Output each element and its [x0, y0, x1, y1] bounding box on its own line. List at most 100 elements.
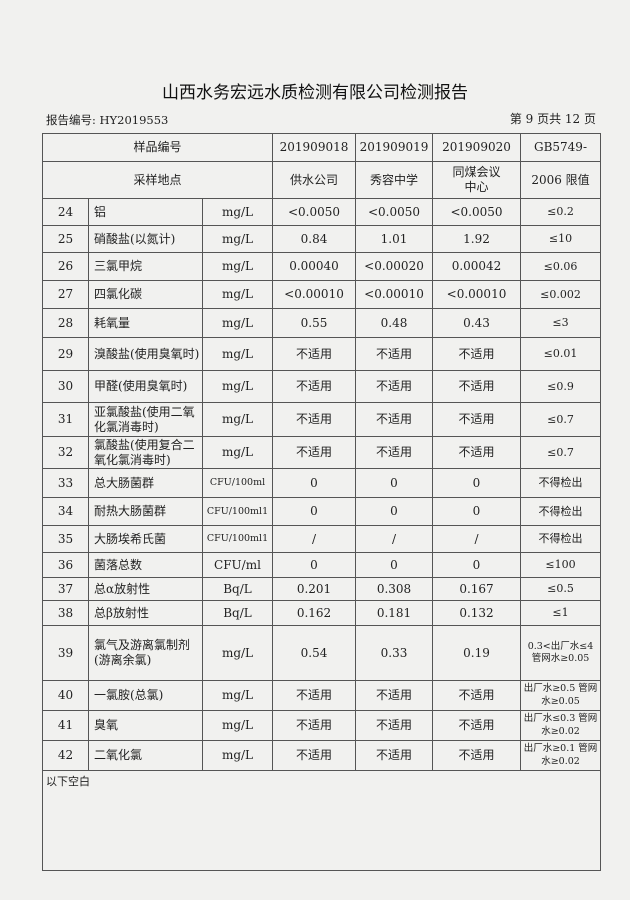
- result-value: 0: [355, 468, 433, 498]
- result-value: 不适用: [355, 710, 433, 741]
- item-number: 41: [42, 710, 89, 741]
- result-value: 0.00040: [272, 252, 356, 281]
- item-unit: mg/L: [202, 402, 273, 437]
- item-number: 38: [42, 600, 89, 626]
- item-unit: mg/L: [202, 740, 273, 771]
- standard-limit: ≤0.9: [520, 370, 601, 403]
- item-unit: mg/L: [202, 370, 273, 403]
- item-unit: mg/L: [202, 436, 273, 469]
- standard-limit: ≤0.2: [520, 198, 601, 226]
- result-value: <0.00010: [432, 280, 521, 309]
- item-unit: CFU/ml: [202, 552, 273, 578]
- item-name: 硝酸盐(以氮计): [88, 225, 203, 253]
- standard-limit: 出厂水≤0.3 管网水≥0.02: [520, 710, 601, 741]
- standard-limit: ≤0.06: [520, 252, 601, 281]
- result-value: <0.0050: [272, 198, 356, 226]
- item-number: 37: [42, 577, 89, 601]
- result-value: <0.00010: [355, 280, 433, 309]
- item-name: 三氯甲烷: [88, 252, 203, 281]
- table-row: 35 大肠埃希氏菌 CFU/100ml1// / 不得检出: [42, 525, 601, 553]
- table-row: 24 铝 mg/L <0.0050 <0.0050 <0.0050 ≤0.2: [42, 198, 601, 226]
- item-number: 25: [42, 225, 89, 253]
- item-number: 39: [42, 625, 89, 681]
- results-table: 样品编号 201909018 201909019 201909020 GB574…: [42, 133, 601, 871]
- item-name: 二氧化氯: [88, 740, 203, 771]
- item-name: 一氯胺(总氯): [88, 680, 203, 711]
- result-value: 不适用: [432, 337, 521, 371]
- result-value: 不适用: [272, 680, 356, 711]
- result-value: <0.00010: [272, 280, 356, 309]
- report-title: 山西水务宏远水质检测有限公司检测报告: [162, 83, 468, 103]
- result-value: 0: [432, 497, 521, 526]
- item-number: 26: [42, 252, 89, 281]
- item-unit: mg/L: [202, 252, 273, 281]
- result-value: 不适用: [355, 680, 433, 711]
- item-number: 27: [42, 280, 89, 309]
- result-value: 1.01: [355, 225, 433, 253]
- result-value: /: [355, 525, 433, 553]
- result-value: <0.00020: [355, 252, 433, 281]
- table-row: 28 耗氧量 mg/L 0.55 0.48 0.43 ≤3: [42, 308, 601, 338]
- item-name: 耐热大肠菌群: [88, 497, 203, 526]
- item-name: 溴酸盐(使用臭氧时): [88, 337, 203, 371]
- item-name: 四氯化碳: [88, 280, 203, 309]
- site-2: 秀容中学: [355, 161, 433, 199]
- item-number: 30: [42, 370, 89, 403]
- item-name: 铝: [88, 198, 203, 226]
- item-name: 氯酸盐(使用复合二氧化氯消毒时): [88, 436, 203, 469]
- result-value: 不适用: [272, 710, 356, 741]
- standard-limit: ≤0.5: [520, 577, 601, 601]
- result-value: 不适用: [355, 370, 433, 403]
- standard-limit: ≤10: [520, 225, 601, 253]
- item-number: 42: [42, 740, 89, 771]
- item-number: 36: [42, 552, 89, 578]
- sample-no-2: 201909019: [355, 133, 433, 162]
- result-value: 0.55: [272, 308, 356, 338]
- result-value: 0.48: [355, 308, 433, 338]
- table-row: 30 甲醛(使用臭氧时) mg/L 不适用 不适用 不适用 ≤0.9: [42, 370, 601, 403]
- result-value: /: [432, 525, 521, 553]
- note-row: 以下空白: [42, 770, 601, 871]
- table-row: 37 总α放射性 Bq/L 0.201 0.308 0.167 ≤0.5: [42, 577, 601, 601]
- table-row: 25 硝酸盐(以氮计) mg/L 0.84 1.01 1.92 ≤10: [42, 225, 601, 253]
- item-unit: mg/L: [202, 710, 273, 741]
- site-1: 供水公司: [272, 161, 356, 199]
- header-row-sample-no: 样品编号 201909018 201909019 201909020 GB574…: [42, 133, 601, 162]
- table-row: 40 一氯胺(总氯) mg/L 不适用 不适用 不适用 出厂水≥0.5 管网水≥0.05: [42, 680, 601, 711]
- standard-limit: 不得检出: [520, 468, 601, 498]
- item-unit: mg/L: [202, 337, 273, 371]
- result-value: 不适用: [272, 740, 356, 771]
- standard-limit: ≤0.7: [520, 402, 601, 437]
- sample-no-label: 样品编号: [42, 133, 273, 162]
- result-value: 不适用: [355, 436, 433, 469]
- result-value: 0: [432, 468, 521, 498]
- header-row-site: 采样地点 供水公司 秀容中学 同煤会议中心 2006 限值: [42, 161, 601, 199]
- result-value: 0: [272, 468, 356, 498]
- standard-limit: 出厂水≥0.1 管网水≥0.02: [520, 740, 601, 771]
- result-value: 0: [432, 552, 521, 578]
- result-value: 不适用: [272, 436, 356, 469]
- item-unit: Bq/L: [202, 600, 273, 626]
- table-row: 27 四氯化碳 mg/L <0.00010 <0.00010 <0.00010 ≤0.002: [42, 280, 601, 309]
- item-unit: mg/L: [202, 625, 273, 681]
- item-number: 28: [42, 308, 89, 338]
- result-value: 0.19: [432, 625, 521, 681]
- table-row: 34 耐热大肠菌群 CFU/100ml1 0 0 0 不得检出: [42, 497, 601, 526]
- item-name: 氯气及游离氯制剂(游离余氯): [88, 625, 203, 681]
- report-number: 报告编号: HY2019553: [46, 113, 169, 127]
- result-value: 0.201: [272, 577, 356, 601]
- standard-limit: ≤0.7: [520, 436, 601, 469]
- result-value: 不适用: [355, 337, 433, 371]
- table-row: 36 菌落总数 CFU/ml 0 0 0 ≤100: [42, 552, 601, 578]
- result-value: 0: [272, 552, 356, 578]
- result-value: 0.167: [432, 577, 521, 601]
- table-row: 31 亚氯酸盐(使用二氧化氯消毒时) mg/L 不适用 不适用 不适用 ≤0.7: [42, 402, 601, 437]
- standard-limit: 出厂水≥0.5 管网水≥0.05: [520, 680, 601, 711]
- result-value: 0.181: [355, 600, 433, 626]
- item-unit: mg/L: [202, 280, 273, 309]
- item-name: 菌落总数: [88, 552, 203, 578]
- blank-note: 以下空白: [42, 770, 601, 871]
- standard-limit: 不得检出: [520, 525, 601, 553]
- result-value: 1.92: [432, 225, 521, 253]
- site-label: 采样地点: [42, 161, 273, 199]
